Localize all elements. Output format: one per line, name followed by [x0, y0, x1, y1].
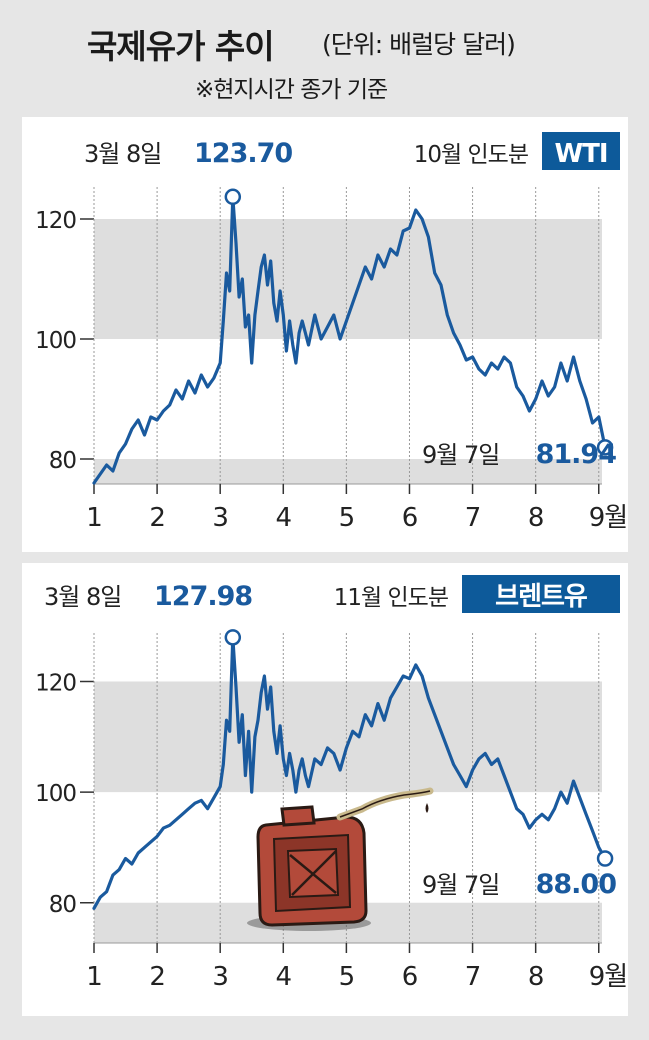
x-tick-label: 5: [339, 503, 355, 533]
peak-value-label: 127.98: [154, 581, 252, 612]
brent-chart: 80 100 120 1 2 3 4 5 6 7 8 9월 3월 8일 127.98 11월 인도분 브렌트유…: [35, 575, 628, 992]
y-tick-label: 120: [35, 208, 76, 234]
peak-marker: [224, 188, 242, 206]
note-label: ※현지시간 종가 기준: [195, 77, 388, 103]
last-date-label: 9월 7일: [422, 441, 499, 469]
last-value-label: 88.00: [536, 869, 617, 900]
y-tick-label: 80: [49, 892, 77, 918]
x-tick-label: 9월: [589, 503, 627, 533]
chart-title: 국제유가 추이: [87, 27, 275, 66]
can-panel: [272, 833, 352, 913]
last-value-label: 81.94: [536, 439, 617, 470]
x-tick-label: 2: [149, 962, 165, 992]
peak-date-label: 3월 8일: [44, 583, 121, 611]
x-tick-label: 7: [465, 962, 481, 992]
x-tick-label: 6: [402, 503, 418, 533]
x-tick-label: 7: [465, 503, 481, 533]
oil-drop: [425, 803, 429, 813]
x-tick-label: 3: [212, 962, 228, 992]
x-tick-label: 8: [528, 503, 544, 533]
last-marker: [596, 850, 614, 867]
series-badge-label: 브렌트유: [495, 582, 588, 612]
series-badge-label: WTI: [554, 139, 607, 169]
contract-label: 10월 인도분: [414, 142, 528, 168]
price-line: [92, 195, 607, 485]
unit-label: (단위: 배럴당 달러): [322, 30, 516, 59]
x-tick-label: 5: [339, 962, 355, 992]
can-handle: [280, 805, 316, 827]
y-tick-label: 120: [35, 671, 76, 697]
fuel-can-illustration: [247, 787, 434, 931]
series-badge: [542, 132, 620, 170]
band-below-80: [94, 459, 602, 484]
brent-chart-panel: 80 100 120 1 2 3 4 5 6 7 8 9월 3월 8일 127.98 11월 인도분 브렌트유…: [22, 563, 628, 1016]
x-tick-label: 6: [402, 962, 418, 992]
can-spout-outline: [339, 790, 431, 818]
header: 국제유가 추이 (단위: 배럴당 달러) ※현지시간 종가 기준: [0, 0, 649, 112]
can-cross: [289, 850, 337, 896]
y-tick-label: 100: [35, 781, 76, 807]
last-marker: [596, 439, 614, 456]
contract-label: 11월 인도분: [334, 585, 448, 611]
x-tick-label: 3: [212, 503, 228, 533]
y-tick-label: 80: [49, 448, 77, 474]
x-tick-label: 4: [276, 962, 292, 992]
can-spout: [336, 787, 434, 821]
series-badge: [462, 575, 620, 613]
peak-marker: [224, 629, 242, 646]
y-tick-label: 100: [35, 328, 76, 354]
x-tick-label: 4: [276, 503, 292, 533]
wti-chart-panel: 80 100 120 1 2 3 4 5 6 7 8 9월 3월 8일 123.70 10월 인도분 WTI 9…: [22, 117, 628, 552]
peak-date-label: 3월 8일: [84, 140, 161, 168]
x-tick-label: 1: [86, 503, 102, 533]
peak-value-label: 123.70: [194, 138, 292, 169]
last-date-label: 9월 7일: [422, 871, 499, 899]
x-tick-label: 2: [149, 503, 165, 533]
x-tick-label: 9월: [589, 962, 627, 992]
price-line: [92, 635, 607, 910]
wti-chart: 80 100 120 1 2 3 4 5 6 7 8 9월 3월 8일 123.70 10월 인도분 WTI 9…: [35, 132, 628, 533]
band-100-120: [94, 681, 602, 793]
x-tick-label: 8: [528, 962, 544, 992]
x-tick-label: 1: [86, 962, 102, 992]
